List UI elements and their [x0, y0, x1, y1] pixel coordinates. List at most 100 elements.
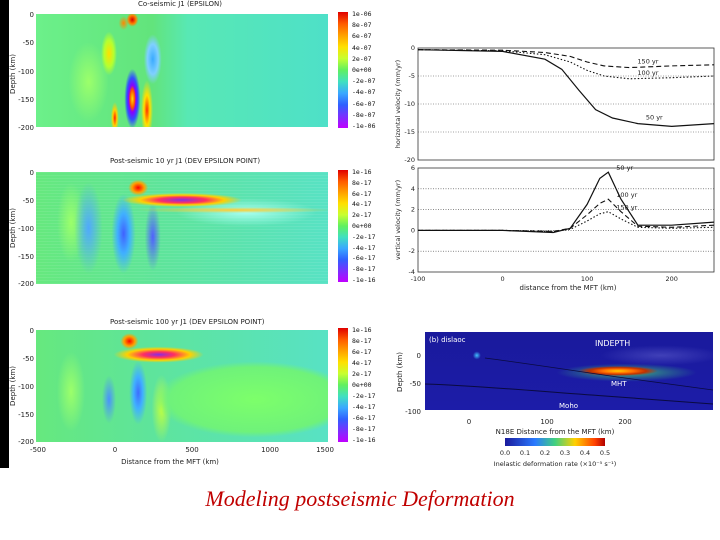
panel-1-ytick: -50 — [23, 39, 34, 47]
left-xtick: 500 — [185, 446, 198, 454]
panel-2-ytick: 0 — [30, 169, 34, 177]
cbar-label: -4e-17 — [352, 403, 376, 411]
panel-2-ytick: -200 — [18, 280, 34, 288]
cbar-label: -6e-17 — [352, 414, 376, 422]
section-ytick: -50 — [410, 380, 421, 388]
section-indepth: INDEPTH — [595, 339, 630, 348]
cbar-label: -6e-07 — [352, 99, 376, 108]
chart-2-xtick: -100 — [411, 275, 426, 283]
section-xlabel: N18E Distance from the MFT (km) — [496, 428, 615, 436]
series-label: 150 yr — [637, 58, 658, 66]
cbar-label: -1e-16 — [352, 436, 376, 444]
panel-3-title: Post-seismic 100 yr J1 (DEV EPSILON POIN… — [110, 318, 265, 326]
cbar-label: -8e-07 — [352, 110, 376, 119]
panel-1-colorbar — [338, 12, 348, 128]
panel-2-plot — [36, 172, 328, 284]
panel-3-ytick: -50 — [23, 355, 34, 363]
chart-2-ytick: 0 — [411, 226, 415, 234]
cbar-label: 6e-17 — [352, 189, 372, 198]
cbar-label: -4e-17 — [352, 243, 376, 252]
cbar-label: 0e+00 — [352, 221, 372, 230]
panel-2-colorbar-labels: 1e-16 8e-17 6e-17 4e-17 2e-17 0e+00 -2e-… — [352, 168, 375, 284]
section-xtick: 100 — [540, 418, 553, 426]
chart-1-ytick: -10 — [404, 100, 415, 108]
left-xtick: 0 — [113, 446, 117, 454]
cbar-label: 6e-07 — [352, 32, 372, 41]
section-colorbar-ticks: 0.0 0.1 0.2 0.3 0.4 0.5 — [500, 449, 610, 457]
section-cbar-tick: 0.1 — [520, 449, 530, 457]
panel-3-plot — [36, 330, 328, 442]
section-cbar-tick: 0.2 — [540, 449, 550, 457]
series-line-100-yr — [417, 49, 715, 80]
chart-1-ytick: -20 — [404, 156, 415, 164]
cbar-label: -6e-17 — [352, 254, 376, 263]
chart-2-xtick: 100 — [581, 275, 593, 283]
section-cbar-tick: 0.3 — [560, 449, 570, 457]
panel-2-ytick: -50 — [23, 197, 34, 205]
panel-2-ytick: -150 — [18, 253, 34, 261]
panel-2-ytick: -100 — [18, 225, 34, 233]
cbar-label: 1e-16 — [352, 168, 372, 176]
cbar-label: 4e-17 — [352, 359, 372, 367]
cbar-label: 1e-06 — [352, 10, 372, 18]
series-label: 150 yr — [616, 204, 637, 212]
panel-3-colorbar-labels: 1e-16 8e-17 6e-17 4e-17 2e-17 0e+00 -2e-… — [352, 326, 375, 444]
cbar-label: -2e-17 — [352, 232, 376, 241]
left-xtick: 1000 — [261, 446, 279, 454]
moho-line — [425, 383, 713, 405]
panel-1-ytick: -100 — [18, 68, 34, 76]
left-xlabel: Distance from the MFT (km) — [121, 458, 219, 466]
panel-2-colorbar — [338, 170, 348, 282]
cbar-label: -8e-17 — [352, 265, 376, 274]
panel-3-ytick: -200 — [18, 438, 34, 446]
chart-2-xlabel: distance from the MFT (km) — [520, 284, 617, 292]
series-label: 50 yr — [646, 114, 663, 122]
section-mht: MHT — [611, 380, 627, 388]
chart-2-ytick: -2 — [409, 247, 415, 255]
panel-2-yaxis: Depth (km) 0 -50 -100 -150 -200 — [9, 169, 34, 288]
series-line-50-yr — [418, 171, 715, 234]
panel-3-colorbar — [338, 328, 348, 442]
cbar-label: -2e-07 — [352, 77, 376, 86]
left-xtick: -500 — [30, 446, 46, 454]
chart-2-ytick: 4 — [411, 185, 415, 193]
series-line-150-yr — [418, 211, 715, 232]
cross-section-plot: INDEPTH MHT Moho (b) dislaoc — [425, 332, 713, 410]
left-xtick: 1500 — [316, 446, 334, 454]
cbar-label: 6e-17 — [352, 348, 372, 356]
cross-section-lines: INDEPTH MHT Moho (b) dislaoc — [425, 336, 713, 410]
section-cbar-label: Inelastic deformation rate (×10⁻⁵ s⁻¹) — [494, 460, 617, 468]
cbar-label: 8e-17 — [352, 337, 372, 345]
chart-2-xtick: 200 — [666, 275, 678, 283]
chart-2-frame — [417, 167, 715, 273]
section-moho: Moho — [559, 402, 578, 410]
cbar-label: 8e-07 — [352, 21, 372, 30]
section-colorbar — [505, 438, 605, 446]
series-label: 100 yr — [637, 69, 658, 77]
chart-2-ytick: 2 — [411, 206, 415, 214]
section-cbar-tick: 0.4 — [580, 449, 590, 457]
cbar-label: 2e-07 — [352, 54, 372, 63]
panel-2-title: Post-seismic 10 yr J1 (DEV EPSILON POINT… — [110, 157, 261, 165]
section-label: (b) dislaoc — [429, 336, 466, 344]
section-xtick: 0 — [467, 418, 471, 426]
series-label: 100 yr — [616, 191, 637, 199]
series-label: 50 yr — [616, 164, 633, 172]
cbar-label: -4e-07 — [352, 88, 376, 97]
chart-2-xtick: 0 — [501, 275, 505, 283]
series-line-150-yr — [417, 49, 715, 69]
mht-line — [484, 357, 713, 391]
panel-3-ytick: 0 — [30, 327, 34, 335]
cbar-label: 8e-17 — [352, 178, 372, 187]
panel-3-ytick: -100 — [18, 383, 34, 391]
chart-1-ytick: -15 — [404, 128, 415, 136]
section-cbar-tick: 0.5 — [600, 449, 610, 457]
cbar-label: -1e-16 — [352, 275, 376, 284]
chart-2-ytick: -4 — [409, 268, 415, 276]
cbar-label: -8e-17 — [352, 425, 376, 433]
chart-1-ytick: 0 — [411, 44, 415, 52]
cross-section-axes: Depth (km) 0 -50 -100 0 100 200 N18E Dis… — [396, 352, 632, 468]
panel-1-colorbar-labels: 1e-06 8e-07 6e-07 4e-07 2e-07 0e+00 -2e-… — [352, 10, 375, 130]
velocity-charts: horizontal velocity (mm/yr) vertical vel… — [394, 44, 715, 292]
left-xaxis: -500 0 500 1000 1500 Distance from the M… — [30, 446, 334, 466]
